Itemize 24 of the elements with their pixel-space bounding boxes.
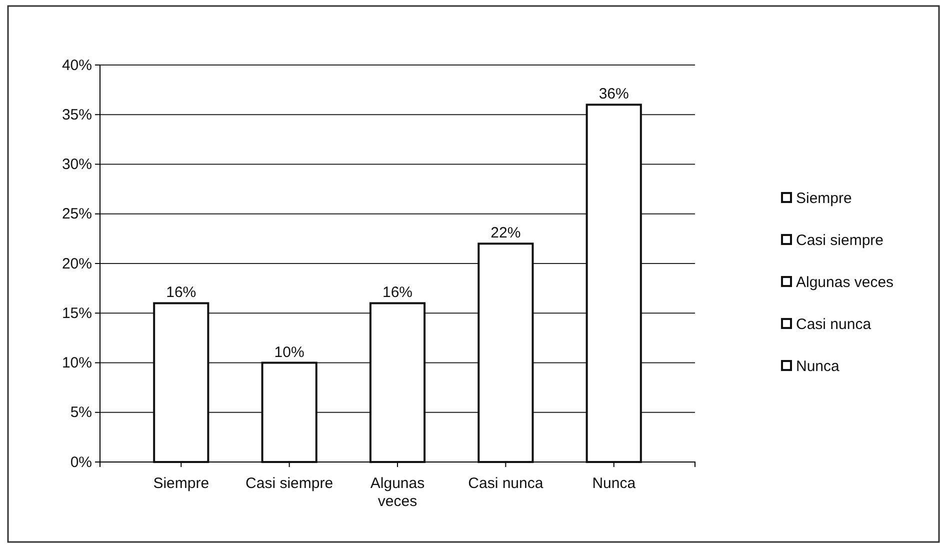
y-tick-label: 0%: [70, 454, 92, 471]
y-tick-label: 25%: [62, 206, 92, 223]
data-label: 10%: [274, 344, 304, 361]
y-tick-label: 15%: [62, 304, 92, 322]
y-tick-label: 10%: [62, 354, 92, 372]
y-tick-label: 30%: [62, 156, 92, 174]
category-label: Siempre: [796, 190, 852, 207]
y-tick-label: 40%: [62, 56, 92, 74]
x-tick-label: Nunca: [592, 475, 636, 492]
category-label: Algunas veces: [796, 274, 894, 291]
y-tick-label: 5%: [70, 404, 92, 422]
data-label: 22%: [490, 224, 521, 242]
y-tick-label: 20%: [62, 255, 92, 272]
x-tick-label: Algunas veces: [370, 475, 425, 510]
x-tick-label: Siempre: [153, 475, 210, 492]
data-label: 36%: [598, 86, 629, 103]
category-label: Casi nunca: [796, 316, 872, 333]
category-label: Casi siempre: [796, 232, 884, 249]
x-tick-label: Casi nunca: [468, 475, 544, 492]
category-label: Nunca: [796, 358, 840, 375]
data-label: 16%: [166, 284, 196, 302]
data-label: 16%: [382, 284, 413, 302]
y-tick-label: 35%: [62, 106, 92, 124]
x-tick-label: Casi siempre: [246, 475, 334, 492]
